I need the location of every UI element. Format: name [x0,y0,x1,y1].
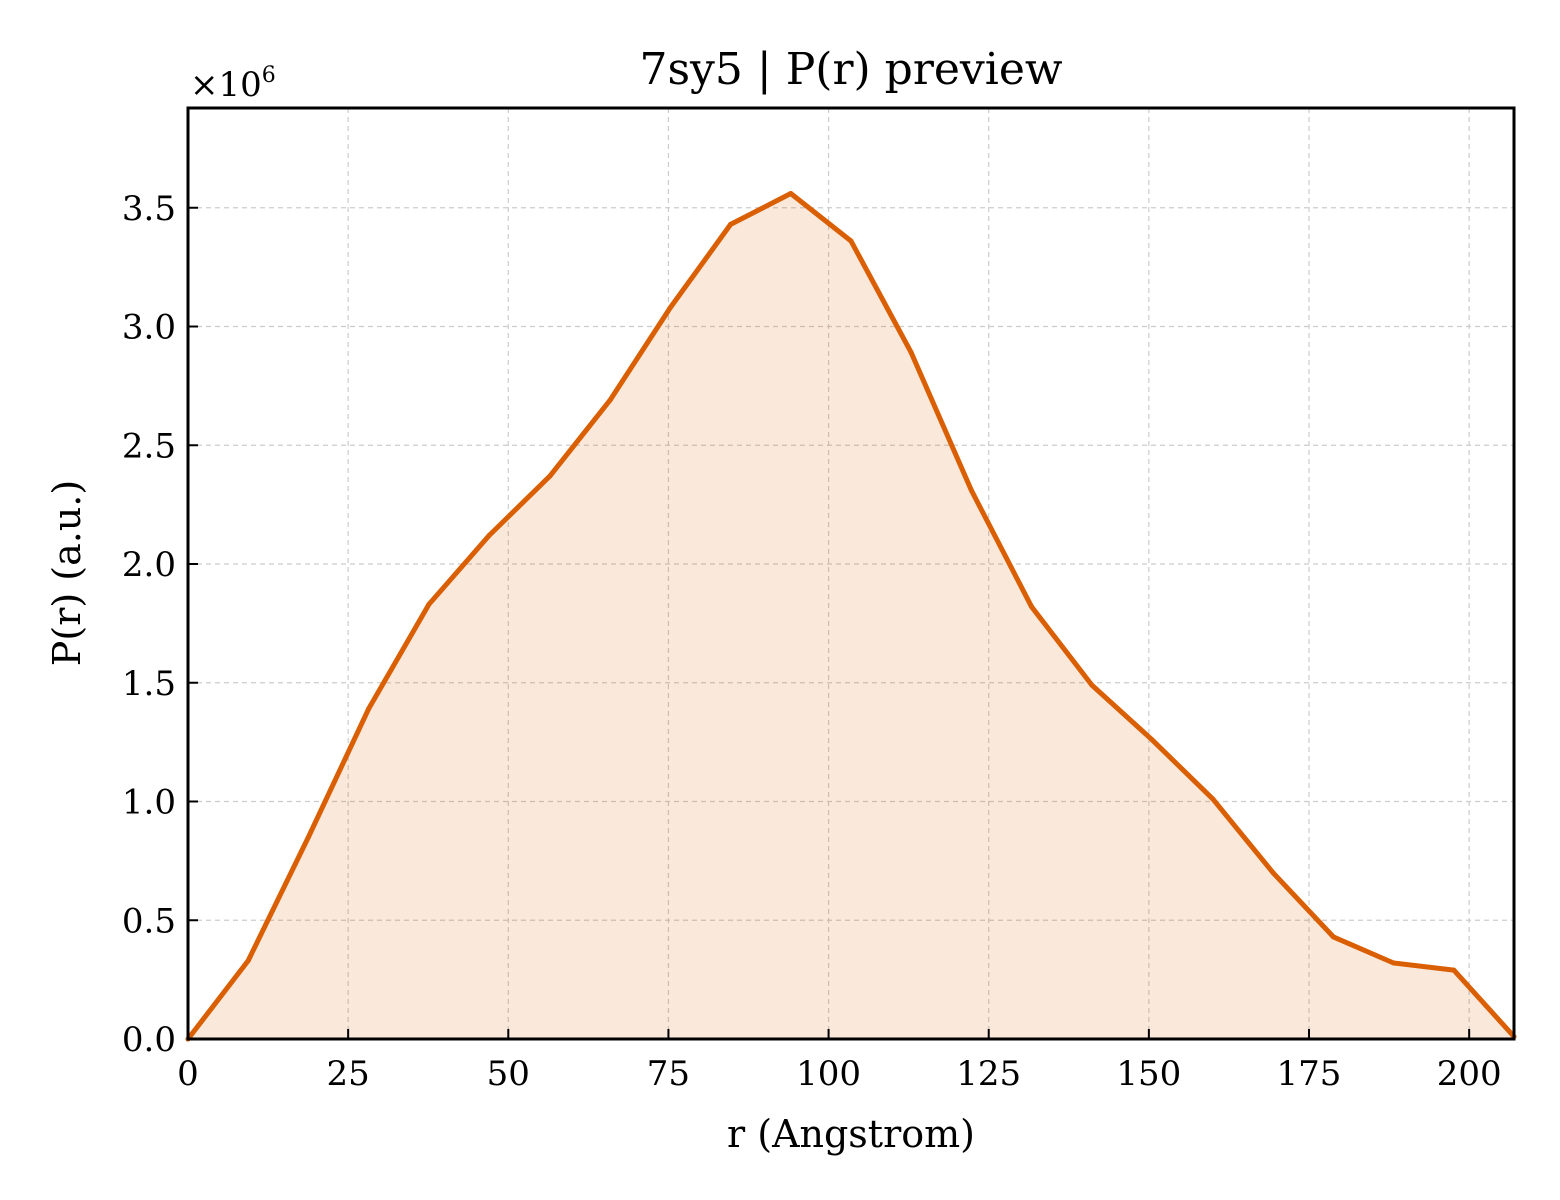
series-area-layer [188,193,1514,1039]
x-tick-label: 75 [647,1054,690,1094]
x-tick-label: 200 [1437,1054,1502,1094]
y-tick-label: 0.5 [122,901,176,941]
data-point [547,473,553,479]
y-tick-label: 0.0 [122,1020,176,1060]
data-point [607,397,613,403]
y-tick-label: 2.0 [122,545,176,585]
data-point [1451,967,1457,973]
data-point [366,706,372,712]
y-tick-label: 1.0 [122,783,176,823]
data-point [968,487,974,493]
data-point [1210,796,1216,802]
y-offset-base: ×10 [190,65,262,105]
data-point [788,191,794,196]
data-point [245,958,251,964]
x-axis-label: r (Angstrom) [727,1112,975,1156]
series-line-layer [185,191,1517,1042]
axis-ticks: 0 25 50 75 100 125 150 175 200 0.0 0.5 1.0 1.5 2.0 2.5… [122,189,1502,1094]
y-tick-label: 3.5 [122,189,176,229]
data-point [848,238,854,244]
y-offset-label: ×106 [190,63,276,105]
data-point [908,350,914,356]
x-tick-label: 125 [956,1054,1021,1094]
data-point [305,834,311,840]
grid [188,108,1514,1039]
x-tick-label: 0 [177,1054,199,1094]
series-area [188,193,1514,1039]
y-tick-label: 1.5 [122,664,176,704]
y-tick-label: 2.5 [122,426,176,466]
data-point [1391,960,1397,966]
chart-title: 7sy5 | P(r) preview [639,44,1062,95]
x-tick-label: 150 [1116,1054,1181,1094]
x-tick-label: 25 [327,1054,370,1094]
data-point [1330,934,1336,940]
plot-frame [186,106,1516,1041]
x-tick-label: 50 [487,1054,530,1094]
data-point [1029,604,1035,610]
x-tick-label: 175 [1277,1054,1342,1094]
y-axis-label: P(r) (a.u.) [45,480,89,666]
data-point [1149,737,1155,743]
data-point [1089,682,1095,688]
data-point [1270,870,1276,876]
data-point [728,221,734,227]
x-tick-label: 100 [796,1054,861,1094]
y-tick-label: 3.0 [122,308,176,348]
y-offset-exponent: 6 [262,63,276,88]
data-point [426,601,432,607]
data-point [667,305,673,310]
data-point [486,533,492,538]
